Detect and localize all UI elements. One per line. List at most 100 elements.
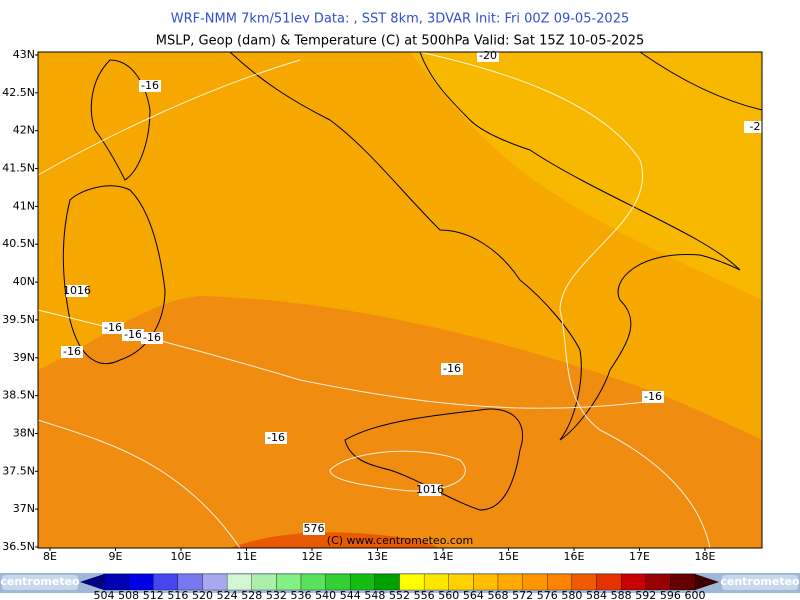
colorbar-label: 504 [94,589,115,600]
lon-label: 15E [498,550,519,563]
contour-label: -16 [644,390,662,403]
colorbar-label: 568 [488,589,509,600]
lon-label: 8E [43,550,57,563]
lon-label: 14E [433,550,454,563]
colorbar-label: 580 [561,589,582,600]
colorbar-label: 572 [512,589,533,600]
contour-label: -16 [63,345,81,358]
colorbar: 504 508 512 516 520 524 528 532 536 540 544 548 552 5… [0,573,800,600]
contour-label: 1016 [63,284,91,297]
colorbar-cell [251,573,277,591]
colorbar-cell [202,573,228,591]
colorbar-cell [128,573,154,591]
colorbar-label: 588 [611,589,632,600]
contour-label-box [744,121,766,133]
contour-label: -16 [141,79,159,92]
colorbar-label: 532 [266,589,287,600]
colorbar-cell [645,573,671,591]
lat-label: 37.5N [2,464,35,477]
colorbar-label: 520 [192,589,213,600]
temp-band-cold [410,52,762,300]
contour-label: -2 [750,120,761,133]
contour-label-box [642,391,664,403]
contour-label-box [122,329,144,341]
contour-label-box [66,285,88,297]
axes: 43N 42.5N 42N 41.5N 41N 40.5N 40N 39.5N 39N 38.5N… [2,48,715,563]
colorbar-label: 528 [241,589,262,600]
colorbar-cell [497,573,523,591]
lat-label: 39.5N [2,313,35,326]
lat-label: 37N [13,502,35,515]
colorbar-cell [596,573,622,591]
colorbar-label: 544 [340,589,361,600]
logo: centrometeo [720,575,800,588]
colorbar-label: 560 [438,589,459,600]
colorbar-cell [547,573,573,591]
colorbar-label: 516 [167,589,188,600]
colorbar-label: 540 [315,589,336,600]
lat-label: 41N [13,199,35,212]
lon-label: 13E [367,550,388,563]
lon-label: 11E [236,550,257,563]
contour-label-box [419,484,441,496]
map-frame [37,51,763,549]
lat-label: 36.5N [2,540,35,553]
colorbar-over [695,574,719,590]
contour-label: -16 [124,328,142,341]
colorbar-label: 512 [143,589,164,600]
lon-label: 10E [171,550,192,563]
contour-label-box [139,80,161,92]
colorbar-cell [423,573,449,591]
colorbar-cell [571,573,597,591]
lat-label: 40N [13,275,35,288]
colorbar-cell [103,573,129,591]
colorbar-label: 508 [118,589,139,600]
header-line1: WRF-NMM 7km/51lev Data: , SST 8km, 3DVAR… [171,12,630,27]
contour-label: 1016 [416,483,444,496]
contour-label-box [265,432,287,444]
lat-label: 41.5N [2,162,35,175]
logo-box [722,575,798,590]
colorbar-label: 600 [685,589,706,600]
colorbar-cell [300,573,326,591]
colorbar-label: 596 [660,589,681,600]
lat-label: 42.5N [2,86,35,99]
colorbar-cell [620,573,646,591]
contour-label: -16 [104,321,122,334]
lat-label: 38.5N [2,389,35,402]
contour-label-box [441,363,463,375]
lat-label: 40.5N [2,237,35,250]
lon-label: 16E [564,550,585,563]
colorbar-label: 536 [291,589,312,600]
lon-label: 9E [109,550,123,563]
colorbar-cell [670,573,696,591]
logo: centrometeo [0,575,80,588]
contour-label: 576 [304,522,325,535]
lon-label: 17E [629,550,650,563]
contour-label: -16 [443,362,461,375]
colorbar-cell [226,573,252,591]
contour-label: -20 [479,49,497,62]
colorbar-cell [153,573,179,591]
colorbar-label: 524 [217,589,238,600]
colorbar-label: 584 [586,589,607,600]
temp-band-warm [38,296,762,548]
lon-label: 12E [302,550,323,563]
contour-label-box [102,322,124,334]
contour-label: -16 [267,431,285,444]
lat-label: 43N [13,48,35,61]
lat-label: 42N [13,124,35,137]
colorbar-label: 556 [414,589,435,600]
colorbar-label: 548 [364,589,385,600]
colorbar-label: 552 [389,589,410,600]
colorbar-label: 592 [635,589,656,600]
colorbar-under [80,574,104,590]
colorbar-label: 564 [463,589,484,600]
logo-box [2,575,78,590]
lat-label: 39N [13,351,35,364]
lat-label: 38N [13,426,35,439]
colorbar-cell [473,573,499,591]
contour-label-box [61,346,83,358]
